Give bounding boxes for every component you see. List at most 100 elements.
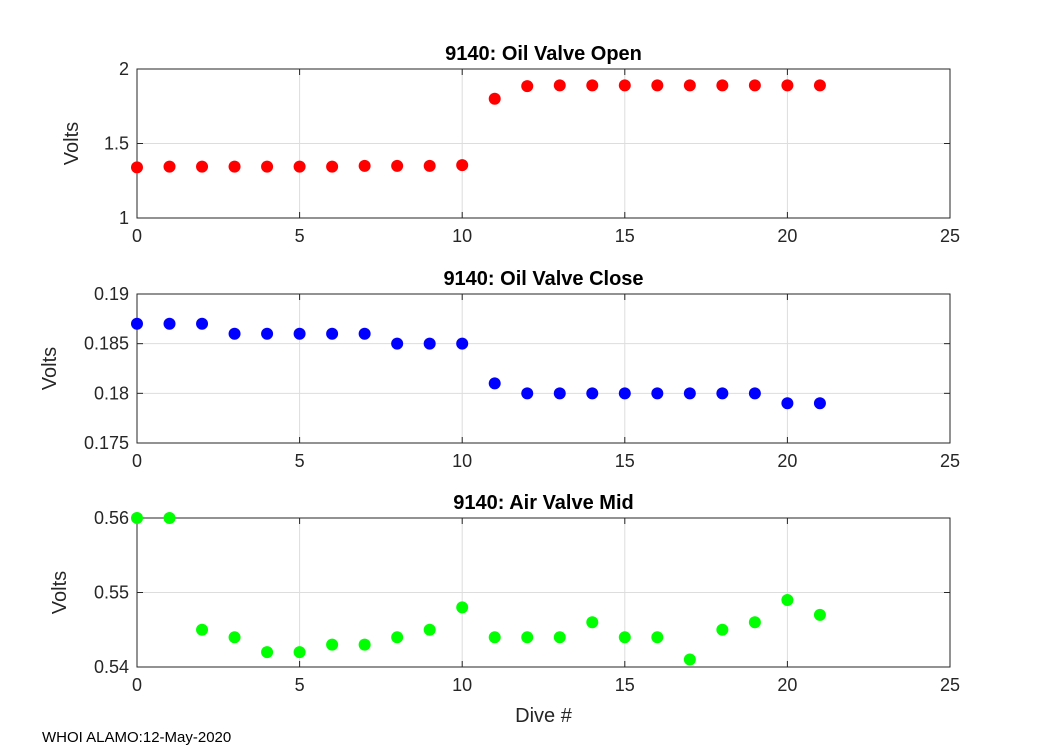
y-tick-label: 0.175 xyxy=(84,433,129,453)
y-tick-label: 0.19 xyxy=(94,284,129,304)
x-tick-label: 20 xyxy=(777,451,797,471)
y-tick-label: 1 xyxy=(119,208,129,228)
data-point xyxy=(618,631,631,644)
data-point xyxy=(748,387,761,400)
y-tick-label: 1.5 xyxy=(104,134,129,154)
plot-area xyxy=(137,294,950,443)
data-point xyxy=(488,631,501,644)
x-tick-label: 20 xyxy=(777,675,797,695)
x-axis-label: Dive # xyxy=(515,705,573,727)
data-point xyxy=(163,160,176,173)
data-point xyxy=(293,646,306,659)
data-point xyxy=(813,79,826,92)
data-point xyxy=(163,512,176,524)
y-tick-label: 0.54 xyxy=(94,657,129,677)
chart-panel-3: 0 5 10 15 20 25 0.54 0.55 0.56 9140: Air Valve Mi… xyxy=(49,492,960,727)
x-tick-label: 20 xyxy=(777,226,797,246)
y-axis-label: Volts xyxy=(61,122,83,165)
y-axis-label: Volts xyxy=(39,347,61,390)
data-point xyxy=(488,377,501,390)
y-tick-label: 0.185 xyxy=(84,334,129,354)
y-tick-label: 0.55 xyxy=(94,583,129,603)
data-point xyxy=(683,653,696,666)
data-point xyxy=(781,593,794,606)
data-point xyxy=(326,160,339,173)
data-point xyxy=(456,601,469,614)
data-point xyxy=(553,79,566,92)
x-tick-label: 25 xyxy=(940,675,960,695)
x-tick-label: 0 xyxy=(132,675,142,695)
data-point xyxy=(228,631,241,644)
data-point xyxy=(196,623,209,636)
x-tick-label: 5 xyxy=(295,451,305,471)
data-point xyxy=(586,616,599,629)
x-tick-label: 15 xyxy=(615,451,635,471)
data-point xyxy=(293,160,306,173)
data-point xyxy=(293,327,306,340)
x-tick-label: 25 xyxy=(940,226,960,246)
x-tick-label: 0 xyxy=(132,451,142,471)
chart-title: 9140: Oil Valve Close xyxy=(443,268,643,290)
x-tick-label: 15 xyxy=(615,675,635,695)
data-point xyxy=(326,638,339,651)
data-point xyxy=(553,387,566,400)
data-point xyxy=(131,161,143,174)
data-point xyxy=(521,631,534,644)
data-point xyxy=(423,623,436,636)
chart-title: 9140: Oil Valve Open xyxy=(445,43,642,65)
x-tick-label: 10 xyxy=(452,451,472,471)
data-point xyxy=(196,160,209,173)
y-tick-label: 2 xyxy=(119,59,129,79)
x-tick-label: 25 xyxy=(940,451,960,471)
data-point xyxy=(521,80,534,93)
data-point xyxy=(651,387,664,400)
data-point xyxy=(261,646,274,659)
x-tick-label: 5 xyxy=(295,675,305,695)
data-point xyxy=(553,631,566,644)
data-point xyxy=(651,631,664,644)
data-point xyxy=(456,337,469,350)
data-point xyxy=(618,79,631,92)
data-point xyxy=(131,512,143,524)
x-tick-label: 10 xyxy=(452,675,472,695)
data-point xyxy=(358,327,371,340)
data-point xyxy=(391,159,404,172)
data-point xyxy=(813,397,826,410)
data-point xyxy=(683,79,696,92)
data-point xyxy=(391,631,404,644)
data-point xyxy=(521,387,534,400)
data-point xyxy=(651,79,664,92)
data-point xyxy=(261,327,274,340)
y-axis-label: Volts xyxy=(49,571,71,614)
data-point xyxy=(683,387,696,400)
data-point xyxy=(781,397,794,410)
data-point xyxy=(748,79,761,92)
footer-date-label: WHOI ALAMO:12-May-2020 xyxy=(42,729,231,746)
chart-panels: 0 5 10 15 20 25 1 1.5 2 9140: Oil Valve Open Volts… xyxy=(39,43,960,727)
data-point xyxy=(228,160,241,173)
data-point xyxy=(358,159,371,172)
data-point xyxy=(423,159,436,172)
data-point xyxy=(423,337,436,350)
chart-panel-2: 0 5 10 15 20 25 0.175 0.18 0.185 0.19 9140: Oil Va… xyxy=(39,268,960,471)
data-point xyxy=(716,387,729,400)
x-tick-label: 5 xyxy=(295,226,305,246)
y-tick-label: 0.18 xyxy=(94,383,129,403)
data-point xyxy=(163,317,176,330)
data-point xyxy=(716,79,729,92)
x-tick-label: 15 xyxy=(615,226,635,246)
data-point xyxy=(326,327,339,340)
data-point xyxy=(488,92,501,105)
chart-title: 9140: Air Valve Mid xyxy=(453,492,633,514)
data-point xyxy=(196,317,209,330)
data-point xyxy=(131,317,143,330)
data-point xyxy=(716,623,729,636)
axes-box xyxy=(136,293,951,444)
data-point xyxy=(748,616,761,629)
data-point xyxy=(261,160,274,173)
data-point xyxy=(586,79,599,92)
data-point xyxy=(781,79,794,92)
data-point xyxy=(228,327,241,340)
data-point xyxy=(618,387,631,400)
